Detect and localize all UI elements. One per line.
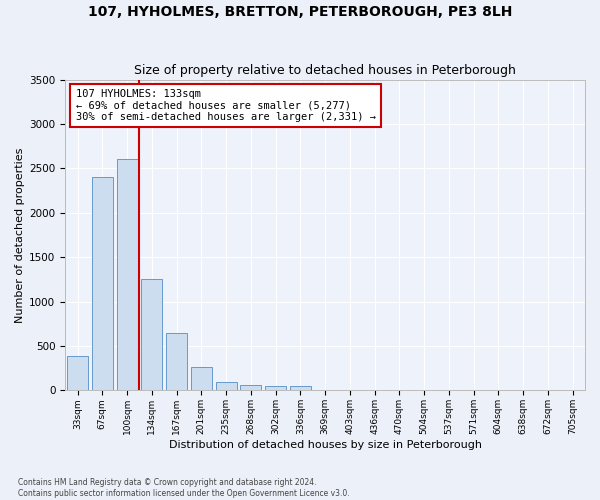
Bar [215, 382, 236, 390]
Bar [166, 332, 187, 390]
Bar [240, 385, 262, 390]
Title: Size of property relative to detached houses in Peterborough: Size of property relative to detached ho… [134, 64, 516, 77]
Y-axis label: Number of detached properties: Number of detached properties [15, 148, 25, 322]
Bar [116, 160, 137, 390]
Bar [92, 178, 113, 390]
Text: 107 HYHOLMES: 133sqm
← 69% of detached houses are smaller (5,277)
30% of semi-de: 107 HYHOLMES: 133sqm ← 69% of detached h… [76, 89, 376, 122]
Text: Contains HM Land Registry data © Crown copyright and database right 2024.
Contai: Contains HM Land Registry data © Crown c… [18, 478, 350, 498]
Bar [141, 280, 163, 390]
Bar [290, 386, 311, 390]
X-axis label: Distribution of detached houses by size in Peterborough: Distribution of detached houses by size … [169, 440, 482, 450]
Bar [191, 368, 212, 390]
Bar [265, 386, 286, 390]
Bar [67, 356, 88, 390]
Text: 107, HYHOLMES, BRETTON, PETERBOROUGH, PE3 8LH: 107, HYHOLMES, BRETTON, PETERBOROUGH, PE… [88, 5, 512, 19]
